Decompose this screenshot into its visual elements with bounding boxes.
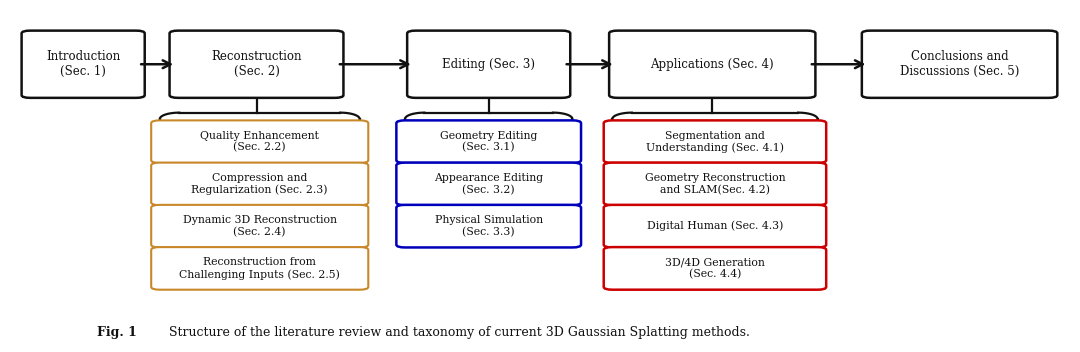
Text: Fig. 1: Fig. 1 xyxy=(97,326,137,339)
Text: Physical Simulation
(Sec. 3.3): Physical Simulation (Sec. 3.3) xyxy=(434,215,543,237)
FancyBboxPatch shape xyxy=(151,247,368,290)
FancyBboxPatch shape xyxy=(604,205,826,247)
FancyBboxPatch shape xyxy=(396,205,581,247)
Text: Geometry Reconstruction
and SLAM(Sec. 4.2): Geometry Reconstruction and SLAM(Sec. 4.… xyxy=(645,173,785,195)
FancyBboxPatch shape xyxy=(151,163,368,205)
Text: Reconstruction from
Challenging Inputs (Sec. 2.5): Reconstruction from Challenging Inputs (… xyxy=(179,257,340,279)
Text: Structure of the literature review and taxonomy of current 3D Gaussian Splatting: Structure of the literature review and t… xyxy=(153,326,751,339)
Text: Quality Enhancement
(Sec. 2.2): Quality Enhancement (Sec. 2.2) xyxy=(200,131,320,153)
Text: 3D/4D Generation
(Sec. 4.4): 3D/4D Generation (Sec. 4.4) xyxy=(665,257,765,279)
FancyBboxPatch shape xyxy=(604,120,826,163)
Text: Reconstruction
(Sec. 2): Reconstruction (Sec. 2) xyxy=(212,50,301,78)
FancyBboxPatch shape xyxy=(604,163,826,205)
FancyBboxPatch shape xyxy=(396,120,581,163)
Text: Geometry Editing
(Sec. 3.1): Geometry Editing (Sec. 3.1) xyxy=(440,131,538,153)
FancyBboxPatch shape xyxy=(22,31,145,98)
FancyBboxPatch shape xyxy=(170,31,343,98)
FancyBboxPatch shape xyxy=(862,31,1057,98)
Text: Compression and
Regularization (Sec. 2.3): Compression and Regularization (Sec. 2.3… xyxy=(191,173,328,195)
Text: Appearance Editing
(Sec. 3.2): Appearance Editing (Sec. 3.2) xyxy=(434,173,543,195)
FancyBboxPatch shape xyxy=(151,120,368,163)
FancyBboxPatch shape xyxy=(609,31,815,98)
FancyBboxPatch shape xyxy=(151,205,368,247)
FancyBboxPatch shape xyxy=(407,31,570,98)
Text: Editing (Sec. 3): Editing (Sec. 3) xyxy=(442,58,536,71)
Text: Conclusions and
Discussions (Sec. 5): Conclusions and Discussions (Sec. 5) xyxy=(900,50,1020,78)
Text: Dynamic 3D Reconstruction
(Sec. 2.4): Dynamic 3D Reconstruction (Sec. 2.4) xyxy=(183,215,337,237)
Text: Applications (Sec. 4): Applications (Sec. 4) xyxy=(650,58,774,71)
Text: Introduction
(Sec. 1): Introduction (Sec. 1) xyxy=(46,50,120,78)
Text: Segmentation and
Understanding (Sec. 4.1): Segmentation and Understanding (Sec. 4.1… xyxy=(646,131,784,153)
Text: Digital Human (Sec. 4.3): Digital Human (Sec. 4.3) xyxy=(647,221,783,232)
FancyBboxPatch shape xyxy=(396,163,581,205)
FancyBboxPatch shape xyxy=(604,247,826,290)
